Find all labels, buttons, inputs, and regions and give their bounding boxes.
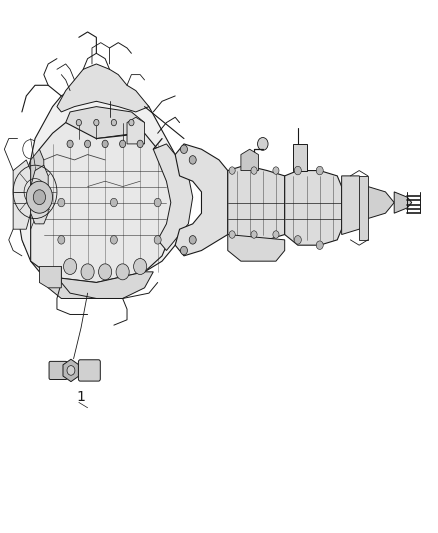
Circle shape [116,264,129,280]
Polygon shape [31,149,44,224]
Polygon shape [359,176,368,240]
Polygon shape [228,165,285,240]
Polygon shape [13,160,31,229]
Circle shape [273,231,279,238]
Polygon shape [66,107,145,139]
Circle shape [294,166,301,175]
Circle shape [111,119,117,126]
Circle shape [154,236,161,244]
Circle shape [180,246,187,255]
Circle shape [316,241,323,249]
Circle shape [154,198,161,207]
Circle shape [33,190,46,205]
Circle shape [251,231,257,238]
Polygon shape [31,123,184,282]
Circle shape [273,167,279,174]
Circle shape [129,119,134,126]
Circle shape [229,167,235,174]
Circle shape [110,236,117,244]
Circle shape [251,167,257,174]
Circle shape [180,145,187,154]
Polygon shape [57,64,149,112]
Polygon shape [342,176,372,235]
Polygon shape [127,117,145,144]
Polygon shape [175,144,228,256]
Circle shape [64,259,77,274]
Circle shape [134,259,147,274]
Polygon shape [18,91,188,282]
Circle shape [294,236,301,244]
Text: 1: 1 [77,390,85,404]
Circle shape [58,198,65,207]
Polygon shape [368,187,394,219]
FancyBboxPatch shape [49,361,67,379]
Circle shape [120,140,126,148]
Circle shape [229,231,235,238]
Circle shape [316,166,323,175]
Polygon shape [285,171,342,245]
Polygon shape [241,149,258,171]
Circle shape [94,119,99,126]
Circle shape [85,140,91,148]
Circle shape [137,140,143,148]
Polygon shape [394,192,412,213]
Circle shape [67,366,75,375]
Circle shape [258,138,268,150]
Circle shape [189,236,196,244]
Polygon shape [31,165,48,224]
Circle shape [81,264,94,280]
Circle shape [189,156,196,164]
Polygon shape [153,144,193,251]
Circle shape [67,140,73,148]
Polygon shape [293,144,307,171]
Polygon shape [228,235,285,261]
Polygon shape [63,359,79,382]
FancyBboxPatch shape [78,360,100,381]
Circle shape [58,236,65,244]
Circle shape [110,198,117,207]
Polygon shape [39,266,61,288]
Circle shape [76,119,81,126]
Circle shape [99,264,112,280]
Polygon shape [48,272,153,298]
Circle shape [102,140,108,148]
Circle shape [26,181,53,213]
